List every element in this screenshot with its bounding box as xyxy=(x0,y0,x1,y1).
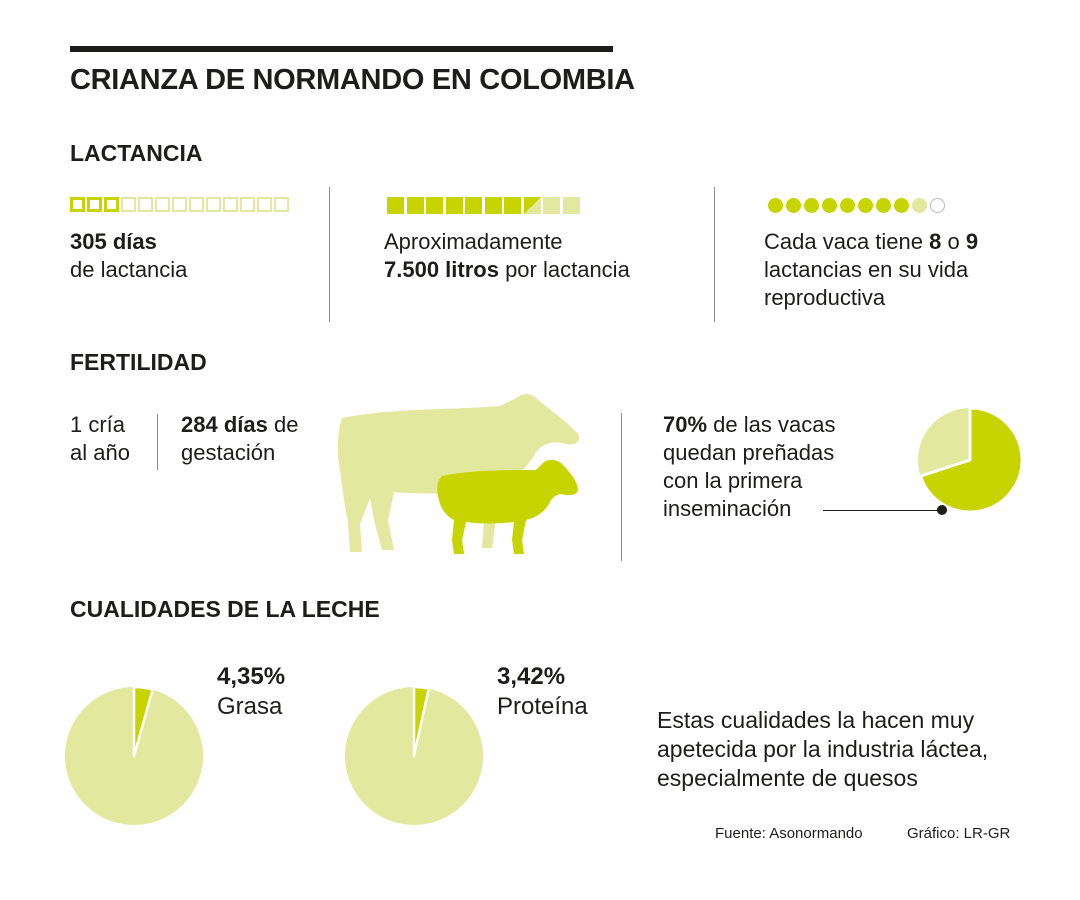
prenez-line3: con la primera xyxy=(663,468,803,493)
day-square-icon xyxy=(172,197,187,212)
gestacion-text: 284 días de gestación xyxy=(181,411,298,467)
leader-line xyxy=(823,510,941,511)
cria-text: 1 cría al año xyxy=(70,411,130,467)
liter-square-icon xyxy=(426,197,443,214)
top-rule xyxy=(70,46,613,52)
note-line3: especialmente de quesos xyxy=(657,765,918,791)
liter-square-icon xyxy=(484,197,502,214)
prenez-text: 70% de las vacas quedan preñadas con la … xyxy=(663,411,835,523)
day-square-icon xyxy=(189,197,204,212)
gestacion-bold: 284 días xyxy=(181,412,268,437)
liter-square-icon xyxy=(465,197,482,214)
lactation-dots-icon xyxy=(768,198,948,214)
section-heading-cualidades: CUALIDADES DE LA LECHE xyxy=(70,596,380,622)
cow-icon xyxy=(337,394,580,552)
lactation-dot-icon xyxy=(858,198,873,213)
lactation-dot-icon xyxy=(804,198,819,213)
liter-square-icon xyxy=(523,197,541,214)
day-square-icon xyxy=(70,197,85,212)
section-heading-lactancia: LACTANCIA xyxy=(70,140,203,166)
lactation-dot-icon xyxy=(894,198,909,213)
count-text: Cada vaca tiene 8 o 9 lactancias en su v… xyxy=(764,228,978,312)
divider xyxy=(157,414,158,470)
liters-rest: por lactancia xyxy=(498,257,630,282)
prenez-rest: de las vacas xyxy=(707,412,836,437)
days-rest: de lactancia xyxy=(70,257,188,282)
liters-squares-icon xyxy=(387,197,582,215)
proteina-value: 3,42% xyxy=(497,663,566,690)
count-a: 8 xyxy=(929,229,942,254)
leche-note: Estas cualidades la hacen muy apetecida … xyxy=(657,706,988,793)
day-square-icon xyxy=(87,197,102,212)
cria-line1: 1 cría xyxy=(70,412,126,437)
gestacion-rest: de xyxy=(267,412,299,437)
pie-slice-grasa xyxy=(132,686,154,758)
liter-square-icon xyxy=(445,197,463,214)
lactation-dot-icon xyxy=(786,198,801,213)
prenez-bold: 70% xyxy=(663,412,708,437)
liters-bold: 7.500 litros xyxy=(384,257,499,282)
credit-text: Gráfico: LR-GR xyxy=(907,825,1011,842)
grasa-label: Grasa xyxy=(217,693,283,720)
proteina-label: Proteína xyxy=(497,693,588,720)
pie-slice-proteina xyxy=(412,686,430,758)
lactation-dot-icon xyxy=(912,198,927,213)
note-line2: apetecida por la industria láctea, xyxy=(657,736,989,762)
day-square-icon xyxy=(274,197,289,212)
lactation-dot-icon xyxy=(840,198,855,213)
divider xyxy=(621,413,622,561)
divider xyxy=(714,187,715,322)
page-title: CRIANZA DE NORMANDO EN COLOMBIA xyxy=(70,64,635,96)
day-square-icon xyxy=(257,197,272,212)
liter-square-icon xyxy=(562,197,580,214)
day-square-icon xyxy=(138,197,153,212)
grasa-value: 4,35% xyxy=(217,663,286,690)
source-text: Fuente: Asonormando xyxy=(715,825,863,842)
day-square-icon xyxy=(121,197,136,212)
note-line1: Estas cualidades la hacen muy xyxy=(657,707,975,733)
liters-text: Aproximadamente 7.500 litros por lactanc… xyxy=(384,228,630,284)
lactation-dot-icon xyxy=(930,198,945,213)
pie-slice-prenez xyxy=(919,406,1024,514)
day-square-icon xyxy=(240,197,255,212)
section-heading-fertilidad: FERTILIDAD xyxy=(70,349,207,375)
prenez-line4: inseminación xyxy=(663,496,792,521)
day-square-icon xyxy=(223,197,238,212)
day-square-icon xyxy=(104,197,119,212)
lactation-dot-icon xyxy=(768,198,783,213)
gestacion-line2: gestación xyxy=(181,440,276,465)
liter-square-icon xyxy=(543,197,560,214)
days-squares-icon xyxy=(70,197,291,215)
lactation-dot-icon xyxy=(822,198,837,213)
proteina-pie-chart xyxy=(345,686,483,825)
liter-square-icon xyxy=(387,197,404,214)
count-b: 9 xyxy=(965,229,979,254)
lactation-dot-icon xyxy=(876,198,891,213)
count-mid: o xyxy=(941,229,966,254)
proteina-labels: 3,42% Proteína xyxy=(497,662,588,722)
grasa-labels: 4,35% Grasa xyxy=(217,662,285,722)
count-line2: lactancias en su vida xyxy=(764,257,969,282)
liter-square-icon xyxy=(406,197,424,214)
prenez-pie-chart xyxy=(918,406,1024,515)
days-text: 305 días de lactancia xyxy=(70,228,187,284)
grasa-pie-chart xyxy=(65,686,203,825)
cow-and-calf-icon xyxy=(337,394,580,554)
liters-line1: Aproximadamente xyxy=(384,229,563,254)
leader-dot xyxy=(937,505,947,515)
count-pre: Cada vaca tiene xyxy=(764,229,930,254)
day-square-icon xyxy=(206,197,221,212)
cria-line2: al año xyxy=(70,440,130,465)
day-square-icon xyxy=(155,197,170,212)
days-bold: 305 días xyxy=(70,229,157,254)
prenez-line2: quedan preñadas xyxy=(663,440,835,465)
divider xyxy=(329,187,330,322)
liter-square-icon xyxy=(504,197,521,214)
count-line3: reproductiva xyxy=(764,285,886,310)
calf-icon xyxy=(437,459,578,554)
